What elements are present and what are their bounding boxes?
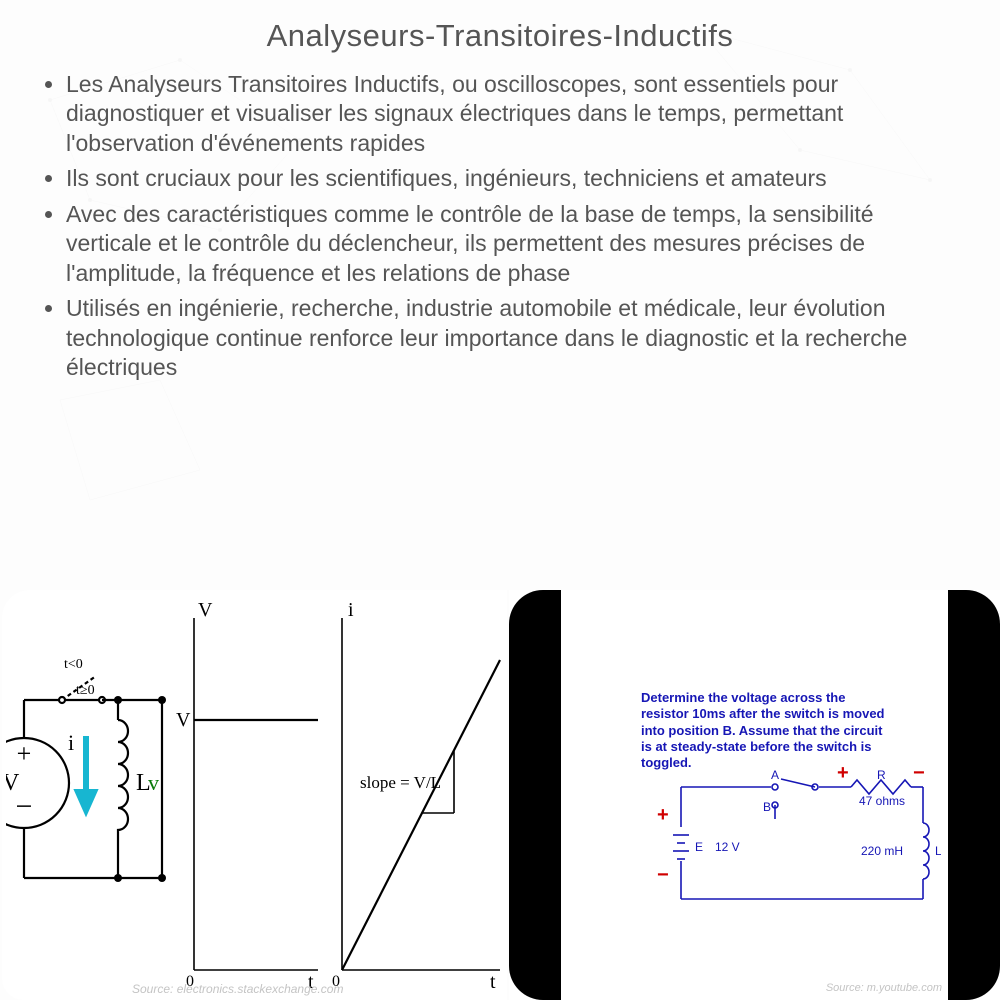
bullet-item: Avec des caractéristiques comme le contr…: [66, 200, 964, 288]
label-v-level: V: [176, 709, 191, 731]
bullet-item: Ils sont cruciaux pour les scientifiques…: [66, 164, 964, 193]
svg-text:−: −: [657, 864, 669, 886]
bullet-item: Utilisés en ingénierie, recherche, indus…: [66, 294, 964, 382]
label-Lval: 220 mH: [861, 844, 903, 858]
label-Rval: 47 ohms: [859, 794, 905, 808]
label-v: v: [148, 770, 159, 795]
label-V: V: [6, 770, 20, 796]
svg-text:+: +: [837, 765, 849, 784]
label-Eval: 12 V: [715, 840, 740, 854]
video-frame: Determine the voltage across the resisto…: [561, 590, 948, 1000]
label-B: B: [763, 800, 771, 814]
slope-label: slope = V/L: [360, 773, 441, 792]
circuit-rl-diagram: + − V t<0 t≥0 i L v: [6, 658, 168, 898]
source-caption-left: Source: electronics.stackexchange.com: [132, 982, 343, 996]
axis-v-y: V: [198, 600, 213, 621]
axis-i-y: i: [348, 600, 354, 621]
label-L: L: [935, 844, 941, 858]
header: Analyseurs-Transitoires-Inductifs: [0, 0, 1000, 62]
circuit-problem-diagram: + − + − A B E 12 V R 47 ohms L 220 mH: [651, 765, 941, 915]
label-t-lt0: t<0: [64, 658, 83, 672]
svg-text:−: −: [913, 765, 925, 784]
source-caption-right: Source: m.youtube.com: [826, 982, 942, 994]
label-E: E: [695, 840, 703, 854]
graph-i-vs-t: i slope = V/L 0 t: [324, 600, 504, 990]
figure-left: + − V t<0 t≥0 i L v V V 0: [2, 590, 507, 1000]
svg-text:+: +: [17, 739, 32, 768]
axis-i-x: t: [490, 971, 496, 990]
figures-row: + − V t<0 t≥0 i L v V V 0: [0, 590, 1000, 1000]
page-title: Analyseurs-Transitoires-Inductifs: [0, 18, 1000, 54]
label-A: A: [771, 768, 779, 782]
svg-text:+: +: [657, 804, 669, 826]
problem-statement: Determine the voltage across the resisto…: [641, 690, 888, 771]
label-t-ge0: t≥0: [76, 683, 95, 698]
graph-v-vs-t: V V 0 t: [170, 600, 320, 990]
figure-right: Determine the voltage across the resisto…: [509, 590, 1000, 1000]
bullet-list: Les Analyseurs Transitoires Inductifs, o…: [0, 62, 1000, 382]
bullet-item: Les Analyseurs Transitoires Inductifs, o…: [66, 70, 964, 158]
label-i: i: [68, 730, 74, 755]
label-R: R: [877, 768, 886, 782]
